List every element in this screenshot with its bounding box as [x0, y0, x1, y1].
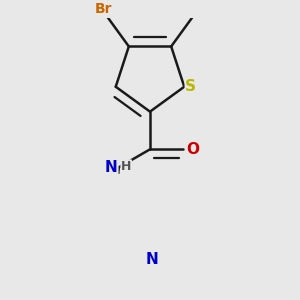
Text: N: N [145, 252, 158, 267]
Text: N: N [105, 160, 118, 175]
Text: S: S [185, 79, 196, 94]
Text: Br: Br [95, 2, 112, 16]
Text: O: O [186, 142, 199, 157]
Text: H: H [121, 160, 131, 173]
